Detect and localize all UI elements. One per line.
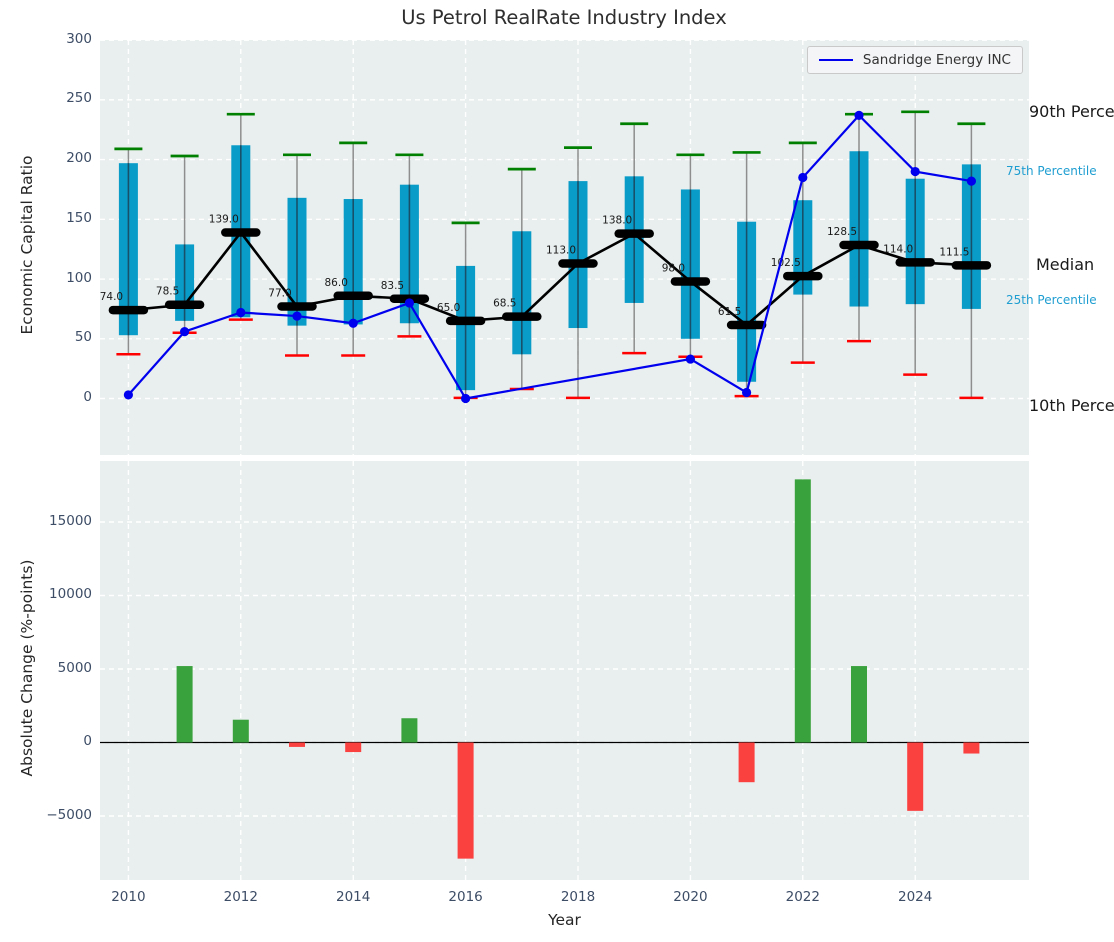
company-marker [461, 393, 471, 404]
company-marker [292, 311, 302, 321]
median-value-label: 138.0 [602, 215, 632, 227]
x-tick-label: 2020 [673, 889, 708, 905]
top-y-tick-label: 100 [66, 269, 92, 286]
company-marker [404, 298, 414, 308]
positive-change-bar [232, 719, 249, 743]
percentile-annotation-black: 10th Percentile [1029, 395, 1114, 415]
legend-label: Sandridge Energy INC [862, 52, 1011, 68]
company-marker [123, 390, 133, 400]
bottom-y-tick-label: 15000 [49, 512, 92, 529]
x-tick-label: 2014 [336, 889, 371, 905]
median-value-label: 128.5 [827, 226, 857, 238]
company-marker [966, 176, 977, 186]
median-value-label: 139.0 [209, 213, 239, 225]
median-value-label: 111.5 [939, 246, 969, 258]
company-marker [854, 110, 864, 121]
bottom-y-tick-label: 10000 [49, 586, 92, 602]
legend: Sandridge Energy INC [806, 46, 1023, 74]
median-value-label: 86.0 [325, 277, 348, 289]
x-tick-label: 2018 [560, 889, 596, 905]
percentile-annotation-cyan: 25th Percentile [1006, 293, 1097, 308]
positive-change-bar [176, 666, 193, 743]
x-axis-label: Year [548, 911, 581, 929]
positive-change-bar [851, 666, 867, 743]
negative-change-bar [738, 742, 755, 783]
median-value-label: 74.0 [100, 291, 123, 303]
company-marker [180, 327, 190, 337]
top-y-tick-label: 200 [66, 150, 92, 167]
bottom-y-tick-label: −5000 [46, 806, 92, 823]
negative-change-bar [963, 742, 980, 754]
median-value-label: 61.5 [718, 306, 741, 318]
median-value-label: 83.5 [381, 280, 404, 292]
median-value-label: 65.0 [437, 302, 460, 314]
plot-background [100, 461, 1029, 880]
negative-change-bar [457, 742, 474, 859]
x-tick-label: 2022 [785, 889, 820, 905]
x-tick-label: 2010 [111, 889, 146, 905]
median-value-label: 78.5 [156, 286, 179, 298]
positive-change-bar [401, 718, 418, 743]
top-plot: 74.0 78.5 139.0 77.0 86.0 83.5 65.0 68.5 113.0 13… [100, 40, 1029, 455]
negative-change-bar [289, 742, 305, 747]
percentile-annotation-black: 90th Percentile [1029, 101, 1114, 121]
negative-change-bar [345, 742, 362, 753]
positive-change-bar [794, 479, 811, 743]
top-y-tick-label: 300 [66, 30, 92, 47]
top-y-tick-label: 250 [66, 90, 92, 107]
median-value-label: 102.5 [771, 257, 801, 269]
median-value-label: 114.0 [883, 243, 913, 255]
negative-change-bar [907, 742, 924, 811]
bottom-plot [100, 461, 1029, 880]
company-marker [685, 354, 696, 364]
company-marker [236, 307, 246, 318]
bottom-y-tick-label: 5000 [57, 659, 92, 676]
company-marker [910, 166, 920, 177]
company-marker [798, 172, 808, 183]
top-y-tick-label: 50 [74, 329, 92, 346]
percentile-annotation-cyan: 75th Percentile [1006, 164, 1097, 179]
legend-line-icon [818, 59, 853, 61]
x-tick-label: 2016 [448, 889, 483, 905]
x-tick-label: 2012 [223, 889, 258, 905]
company-marker [742, 387, 752, 398]
bottom-y-tick-label: 0 [83, 733, 92, 749]
median-value-label: 77.0 [268, 288, 291, 300]
top-y-tick-label: 150 [66, 209, 92, 226]
chart-title: Us Petrol RealRate Industry Index [401, 6, 727, 29]
median-value-label: 68.5 [493, 298, 516, 310]
top-y-tick-label: 0 [83, 389, 92, 405]
company-marker [348, 318, 358, 328]
percentile-annotation-black: Median [1036, 255, 1095, 275]
median-value-label: 98.0 [662, 262, 685, 274]
median-value-label: 113.0 [546, 245, 576, 257]
median-line [128, 230, 972, 327]
x-tick-label: 2024 [898, 889, 933, 905]
